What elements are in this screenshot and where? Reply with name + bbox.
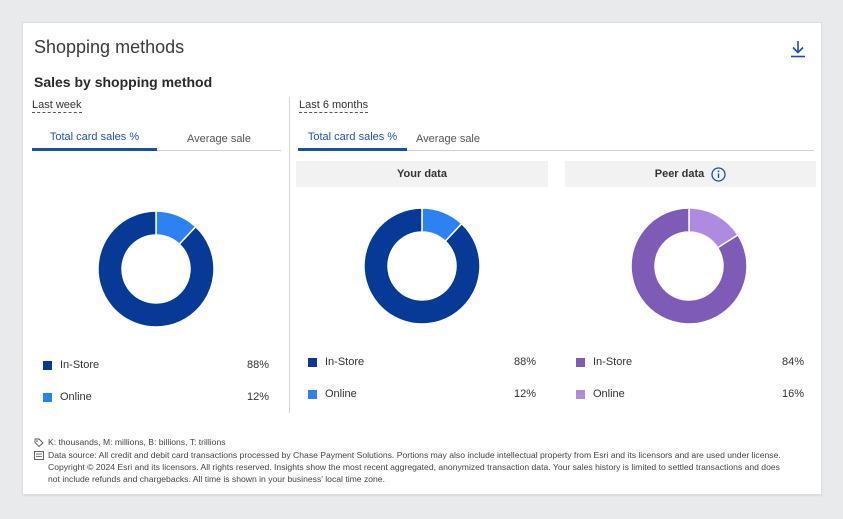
peer-data-heading: Peer data: [565, 161, 816, 187]
panel-divider: [289, 97, 290, 413]
instore-swatch: [43, 361, 52, 370]
tab-average-sale[interactable]: Average sale: [186, 132, 251, 145]
document-icon: [34, 451, 44, 460]
peer-data-heading-text: Peer data: [654, 168, 705, 180]
legend-label: Online: [60, 391, 92, 403]
legend-value: 88%: [513, 356, 536, 368]
legend-value: 16%: [781, 388, 804, 400]
instore-swatch: [308, 358, 317, 367]
donut-chart-peer-data: [630, 207, 748, 325]
period-last-week[interactable]: Last week: [32, 99, 82, 113]
tag-icon: [34, 438, 44, 447]
legend-row-peer-online: Online 16%: [576, 388, 804, 402]
units-footnote: K: thousands, M: millions, B: billions, …: [34, 437, 814, 448]
left-tabs: Total card sales % Average sale: [32, 126, 281, 151]
tab-average-sale[interactable]: Average sale: [415, 132, 480, 145]
tab-total-card-sales[interactable]: Total card sales %: [298, 126, 407, 151]
legend-value: 12%: [246, 391, 269, 403]
peer-instore-swatch: [576, 358, 585, 367]
source-text-line1: Data source: All credit and debit card t…: [48, 450, 781, 460]
legend-row-instore: In-Store 88%: [308, 356, 536, 370]
peer-instore-slice: [630, 207, 748, 325]
legend-row-instore: In-Store 88%: [43, 359, 269, 373]
legend-value: 84%: [781, 356, 804, 368]
donut-chart-your-data: [363, 207, 481, 325]
period-last-6-months[interactable]: Last 6 months: [299, 99, 369, 113]
info-icon[interactable]: [711, 166, 726, 182]
legend-value: 12%: [513, 388, 536, 400]
legend-label: In-Store: [593, 356, 633, 368]
download-icon[interactable]: [789, 39, 807, 59]
your-data-heading: Your data: [296, 161, 548, 187]
instore-slice: [97, 210, 215, 328]
legend-row-online: Online 12%: [308, 388, 536, 402]
units-text: K: thousands, M: millions, B: billions, …: [48, 437, 226, 447]
legend-row-peer-instore: In-Store 84%: [576, 356, 804, 370]
legend-label: Online: [593, 388, 625, 400]
section-subtitle: Sales by shopping method: [34, 74, 213, 90]
source-footnote: Data source: All credit and debit card t…: [34, 450, 814, 486]
your-data-heading-text: Your data: [397, 168, 447, 180]
legend-label: Online: [325, 388, 357, 400]
donut-chart-last-week: [97, 210, 215, 328]
legend-label: In-Store: [60, 359, 100, 371]
shopping-methods-card: Shopping methods Sales by shopping metho…: [22, 22, 822, 495]
source-text-line2: Copyright © 2024 Esri and its licensors.…: [48, 462, 780, 472]
online-swatch: [308, 390, 317, 399]
online-swatch: [43, 393, 52, 402]
instore-slice: [363, 207, 481, 325]
right-tabs: Total card sales % Average sale: [298, 126, 814, 151]
card-title: Shopping methods: [34, 37, 185, 57]
peer-online-swatch: [576, 390, 585, 399]
legend-row-online: Online 12%: [43, 391, 269, 405]
tab-total-card-sales[interactable]: Total card sales %: [32, 126, 157, 151]
source-text-line3: not include refunds and chargebacks. All…: [48, 474, 385, 484]
legend-label: In-Store: [325, 356, 365, 368]
legend-value: 88%: [246, 359, 269, 371]
